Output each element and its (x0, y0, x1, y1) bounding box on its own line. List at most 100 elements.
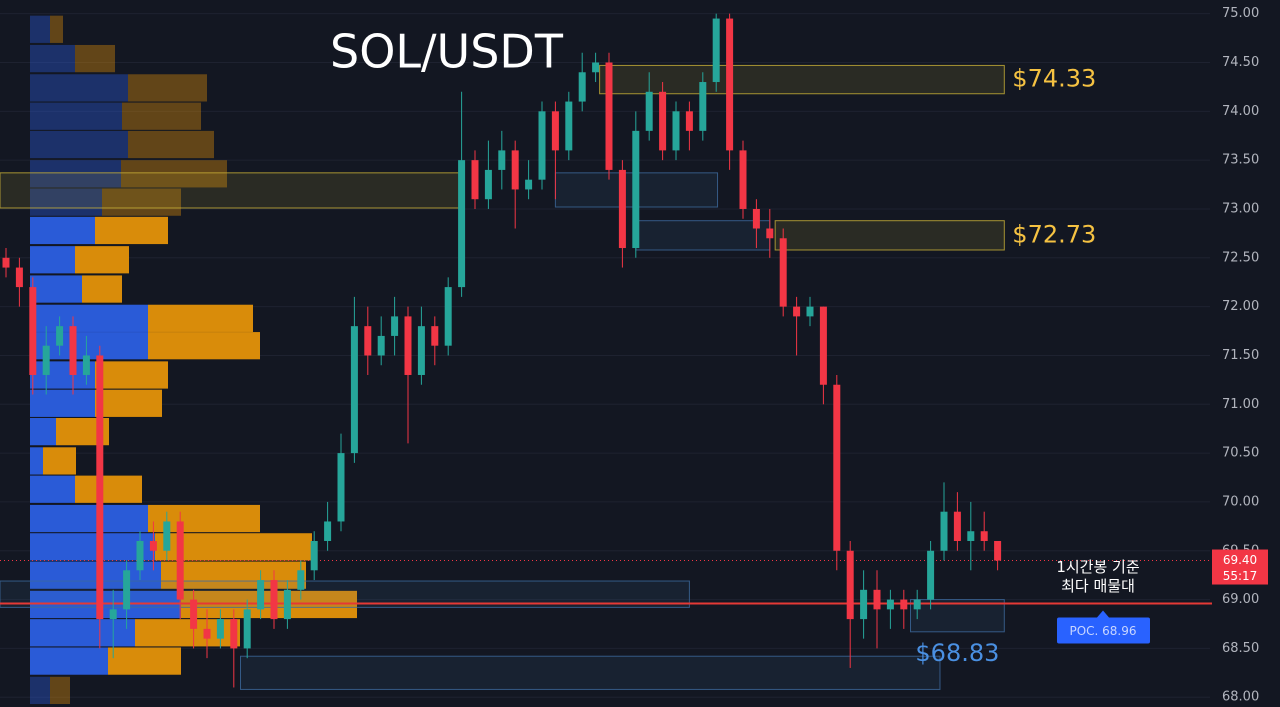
candle-body (324, 521, 332, 541)
y-tick-label: 69.00 (1222, 592, 1259, 607)
profile-sell (135, 619, 240, 647)
candle-body (672, 111, 680, 151)
profile-buy (30, 188, 102, 216)
profile-buy (30, 246, 75, 274)
zone (910, 599, 1005, 633)
profile-sell (50, 15, 63, 43)
profile-buy (30, 130, 128, 159)
candle-body (953, 511, 961, 541)
candle-body (123, 570, 131, 610)
y-tick-label: 72.00 (1222, 299, 1259, 314)
candle-body (364, 326, 372, 356)
candle-body (578, 72, 586, 102)
profile-buy (30, 676, 50, 705)
candle-body (994, 540, 1002, 561)
candle-body (699, 82, 707, 131)
candle-body (766, 228, 774, 239)
profile-sell (75, 246, 129, 274)
profile-sell (148, 332, 260, 360)
zone-label: $68.83 (915, 639, 999, 667)
candle-body (927, 550, 935, 600)
y-tick-label: 71.00 (1222, 397, 1259, 412)
y-tick-label: 75.00 (1222, 6, 1259, 21)
candle-body (230, 619, 238, 649)
candle-body (377, 335, 385, 356)
zone (774, 220, 1005, 251)
profile-buy (30, 417, 56, 446)
candle-body (458, 160, 466, 288)
profile-buy (30, 619, 135, 647)
candle-body (605, 62, 613, 170)
candle-body (190, 599, 198, 629)
candle-body (592, 62, 600, 73)
profile-buy (30, 275, 82, 303)
profile-sell (75, 475, 142, 503)
candle-body (82, 355, 90, 375)
profile-buy (30, 389, 95, 417)
candle-body (659, 91, 667, 151)
candle-body (431, 326, 439, 346)
candle-body (511, 150, 519, 190)
profile-buy (30, 647, 108, 675)
candle-body (444, 287, 452, 346)
y-tick-label: 73.00 (1222, 201, 1259, 216)
zone-label: $72.73 (1012, 220, 1096, 248)
candle-body (15, 267, 23, 288)
profile-buy (30, 102, 122, 130)
profile-buy (30, 475, 75, 503)
candles (2, 13, 1002, 688)
candle-body (310, 540, 318, 571)
candle-body (618, 169, 626, 249)
profile-buy (30, 74, 128, 102)
profile-buy (30, 44, 75, 73)
candle-body (860, 589, 868, 620)
candle-body (739, 150, 747, 209)
poc-badge (1057, 617, 1150, 644)
candle-body (498, 150, 506, 170)
y-tick-label: 72.50 (1222, 250, 1259, 265)
y-tick-label: 73.50 (1222, 153, 1259, 168)
candle-body (525, 179, 533, 190)
candle-body (793, 306, 801, 317)
candle-body (96, 355, 104, 620)
profile-buy (30, 504, 148, 533)
last-price-badge (1212, 549, 1268, 585)
candle-body (29, 287, 37, 375)
profile-buy (30, 15, 50, 43)
profile-sell (121, 160, 227, 188)
candle-body (350, 326, 358, 454)
candle-body (873, 589, 881, 610)
candle-body (819, 306, 827, 385)
candle-body (297, 570, 305, 590)
profile-sell (95, 389, 162, 417)
zone (0, 172, 463, 209)
candle-body (404, 316, 412, 375)
profile-sell (128, 74, 207, 102)
candle-body (2, 257, 10, 268)
poc-note: 1시간봉 기준 (1056, 558, 1140, 576)
y-tick-label: 74.50 (1222, 55, 1259, 70)
zone (240, 655, 941, 690)
candle-body (136, 540, 144, 571)
candle-body (391, 316, 399, 336)
candle-body (417, 326, 425, 375)
candle-body (886, 599, 894, 610)
candle-body (216, 619, 224, 639)
zone (635, 220, 771, 251)
profile-sell (43, 447, 76, 475)
y-tick-label: 68.00 (1222, 690, 1259, 705)
candle-body (163, 521, 171, 551)
profile-sell (75, 44, 115, 73)
candle-body (270, 580, 278, 620)
labels: 68.0068.5069.0069.5070.0070.5071.0071.50… (915, 6, 1268, 705)
candle-body (149, 540, 157, 551)
candle-body (967, 531, 975, 541)
candle-body (806, 306, 814, 317)
profile-sell (108, 647, 181, 675)
candle-body (846, 550, 854, 620)
candle-body (565, 101, 573, 151)
y-tick-label: 70.00 (1222, 494, 1259, 509)
countdown-label: 55:17 (1223, 569, 1258, 583)
candle-body (645, 91, 653, 131)
